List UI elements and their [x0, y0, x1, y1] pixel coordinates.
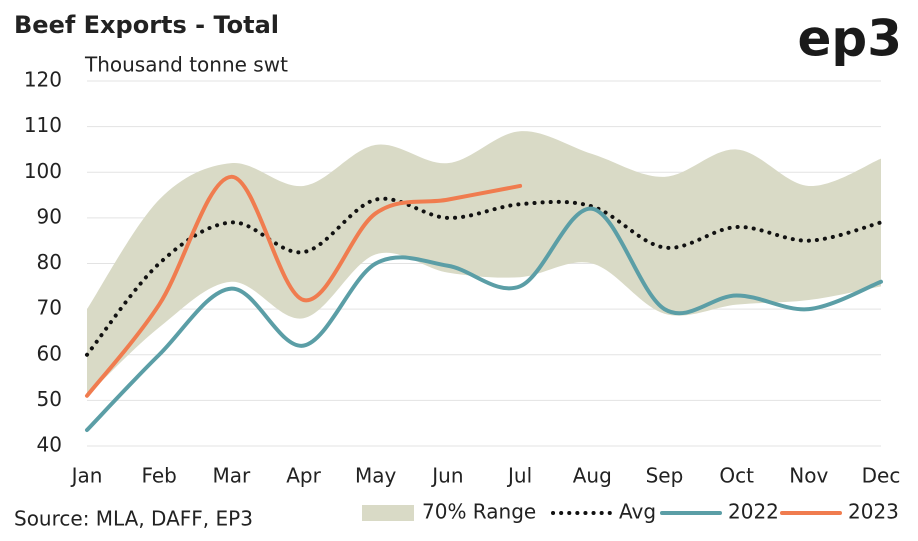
y-tick-label: 70 [37, 296, 62, 320]
y-tick-label: 120 [24, 68, 62, 92]
avg-line [85, 196, 883, 357]
y-tick-label: 60 [37, 341, 62, 365]
series-line [85, 174, 523, 398]
subtitle: Thousand tonne swt [84, 53, 288, 77]
source: Source: MLA, DAFF, EP3 [14, 507, 253, 531]
y-tick-label: 100 [24, 159, 62, 183]
y-tick-label: 90 [37, 204, 62, 228]
chart-title: Beef Exports - Total [14, 11, 279, 39]
range-band [87, 131, 881, 396]
x-tick-label: Nov [789, 464, 828, 488]
x-tick-label: May [355, 464, 397, 488]
legend-label: 2022 [728, 500, 779, 524]
logo: ep3 [798, 10, 903, 68]
x-tick-label: Apr [286, 464, 321, 488]
y-tick-label: 50 [37, 387, 62, 411]
legend-swatch [362, 505, 414, 521]
legend-label: 70% Range [422, 500, 536, 524]
legend-label: Avg [619, 500, 656, 524]
legend-label: 2023 [848, 500, 899, 524]
series-line [85, 206, 883, 433]
x-tick-label: Oct [719, 464, 754, 488]
x-tick-label: Sep [646, 464, 684, 488]
x-tick-label: Jul [506, 464, 532, 488]
x-tick-label: Aug [573, 464, 612, 488]
x-tick-label: Mar [212, 464, 251, 488]
y-tick-label: 40 [37, 433, 62, 457]
x-tick-label: Jun [430, 464, 463, 488]
x-tick-label: Dec [862, 464, 901, 488]
x-tick-label: Jan [70, 464, 103, 488]
x-tick-label: Feb [141, 464, 176, 488]
y-tick-label: 80 [37, 250, 62, 274]
y-tick-label: 110 [24, 113, 62, 137]
